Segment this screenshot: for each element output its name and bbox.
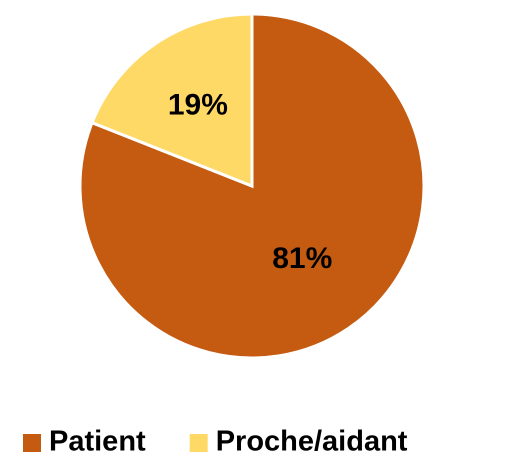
data-label: 81% — [272, 242, 332, 275]
legend-swatch — [189, 434, 208, 452]
legend-label: Patient — [49, 426, 146, 458]
legend-label: Proche/aidant — [216, 426, 408, 458]
legend-swatch — [23, 434, 41, 452]
data-label: 19% — [168, 88, 228, 121]
pie-slice — [90, 12, 254, 189]
